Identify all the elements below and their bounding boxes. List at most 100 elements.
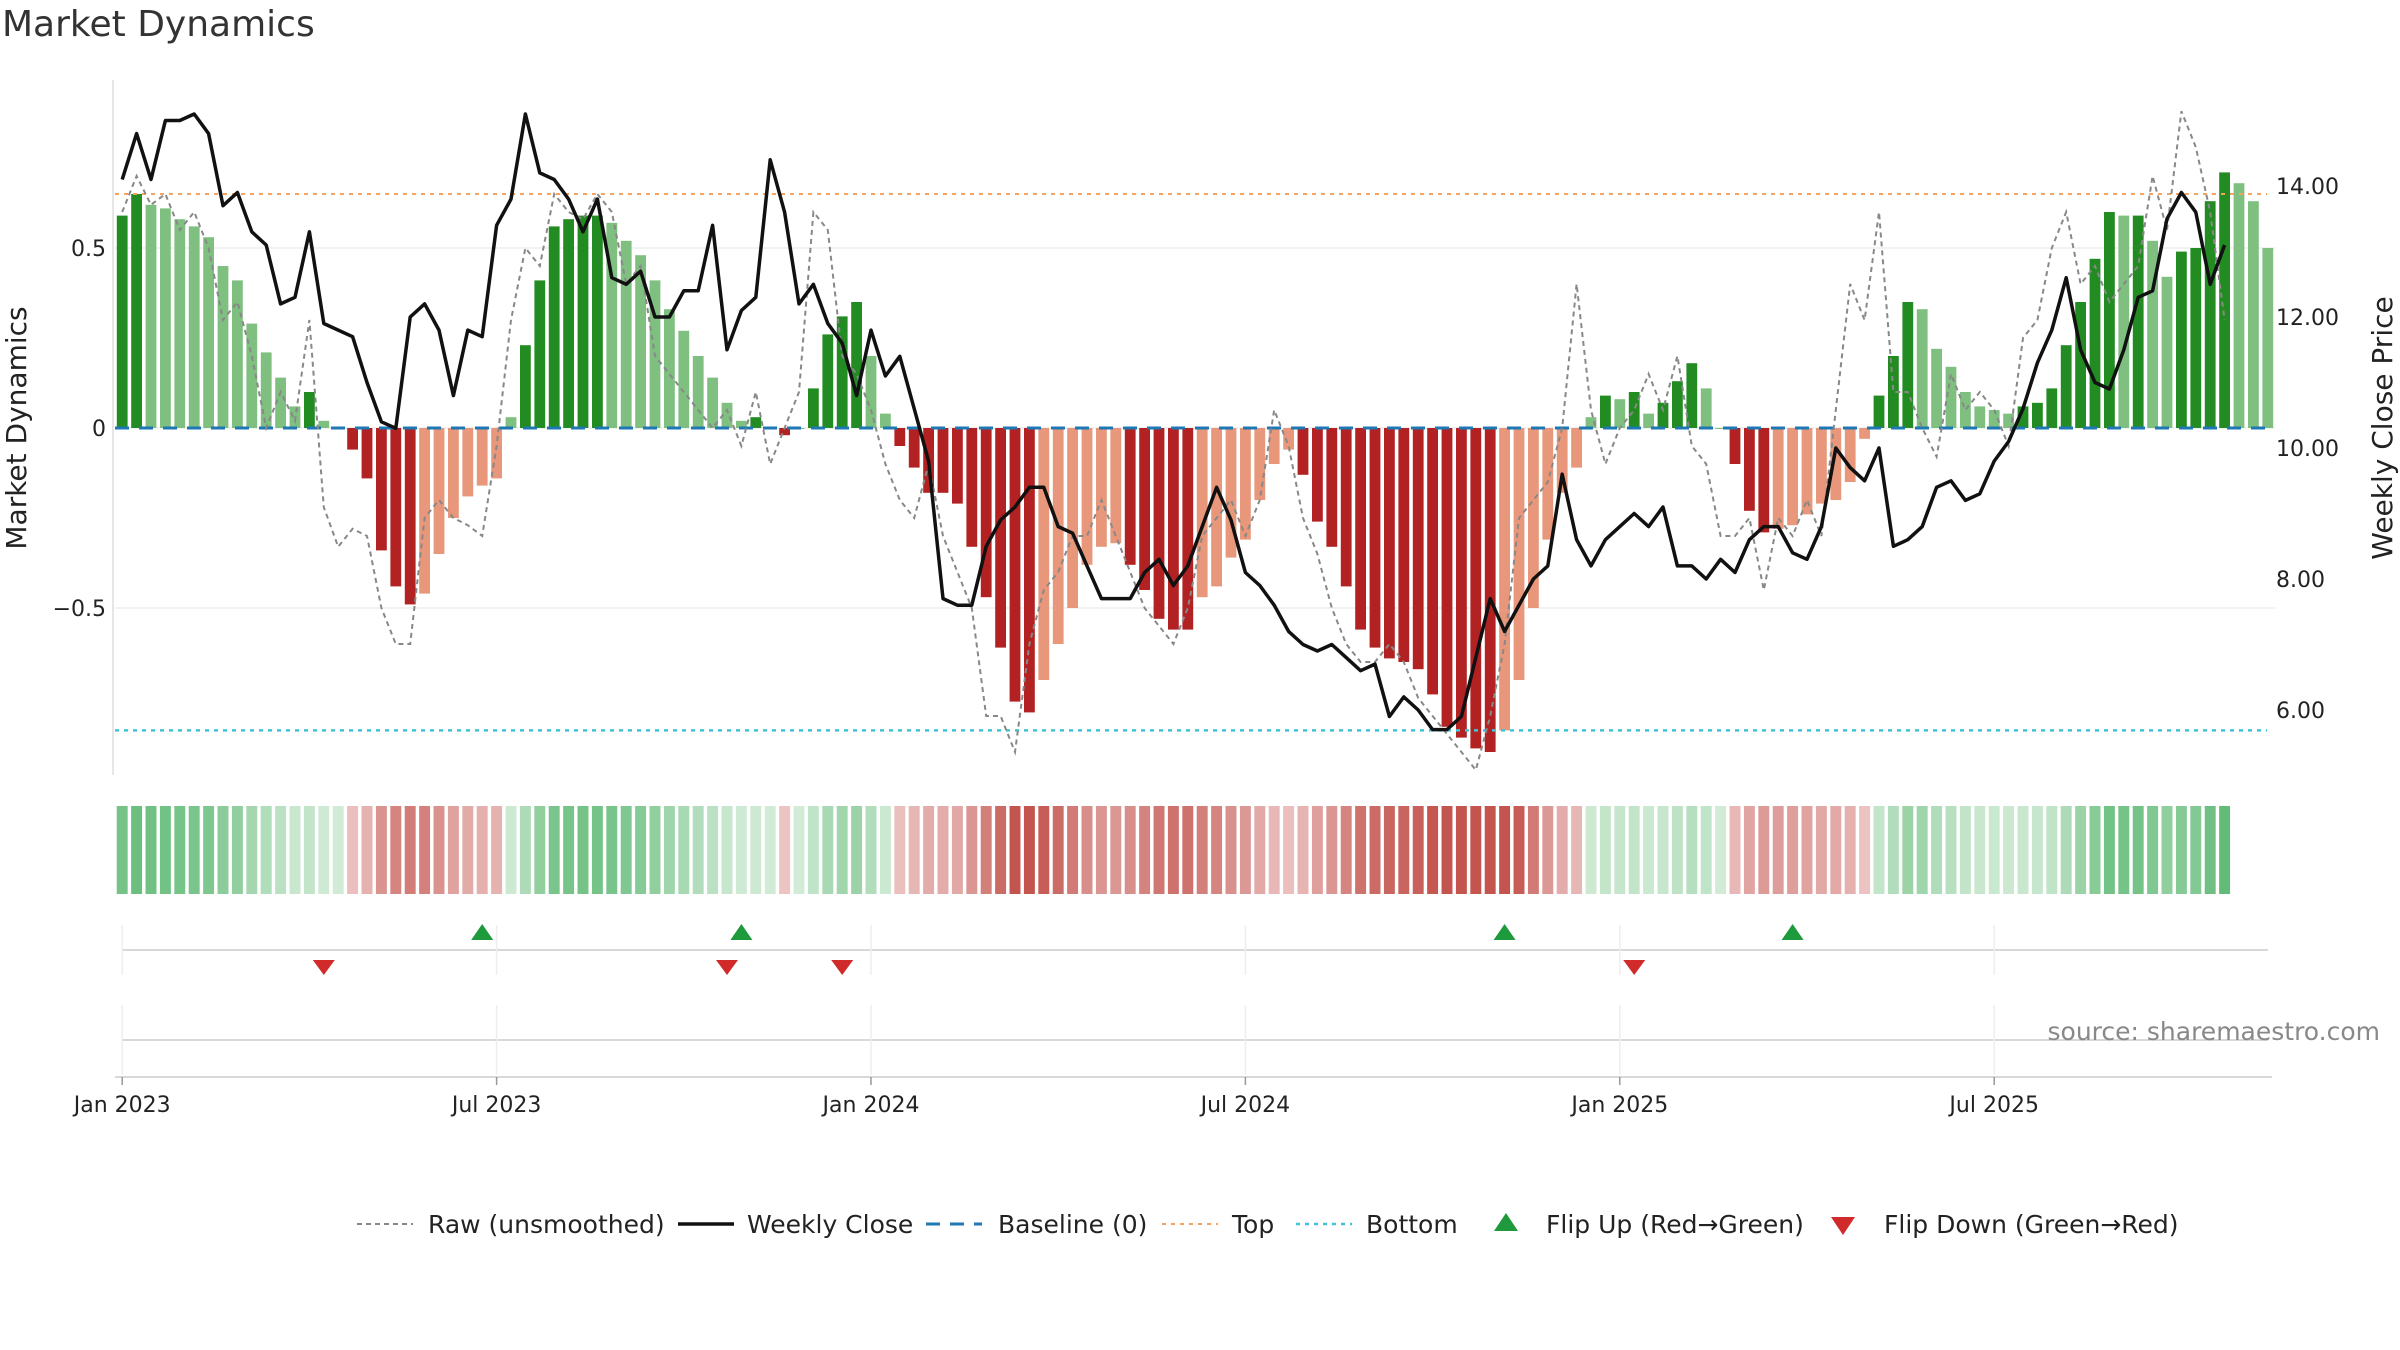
bar bbox=[1787, 428, 1798, 526]
bar bbox=[476, 428, 488, 486]
heat-cell bbox=[1441, 806, 1453, 894]
bar bbox=[1960, 392, 1971, 428]
heat-cell bbox=[1427, 806, 1439, 894]
heat-cell bbox=[822, 806, 834, 894]
heat-cell bbox=[923, 806, 935, 894]
bar bbox=[1297, 428, 1309, 475]
heat-cell bbox=[1585, 806, 1597, 894]
heat-cell bbox=[1009, 806, 1021, 894]
bar bbox=[246, 323, 258, 428]
bar bbox=[1628, 392, 1640, 428]
heat-cell bbox=[2147, 806, 2159, 894]
heat-cell bbox=[303, 806, 315, 894]
heat-cell bbox=[1643, 806, 1655, 894]
heat-cell bbox=[851, 806, 863, 894]
heat-cell bbox=[707, 806, 719, 894]
bar bbox=[433, 428, 445, 554]
x-tick-label: Jan 2023 bbox=[72, 1093, 171, 1118]
heat-cell bbox=[1859, 806, 1871, 894]
heat-cell bbox=[1830, 806, 1842, 894]
flip-up-marker bbox=[1493, 924, 1516, 940]
heat-cell bbox=[865, 806, 877, 894]
heat-cell bbox=[116, 806, 128, 894]
bar bbox=[2262, 248, 2274, 428]
heat-cell bbox=[1268, 806, 1280, 894]
bar bbox=[2060, 345, 2072, 428]
heat-cell bbox=[1700, 806, 1712, 894]
x-tick-label: Jan 2025 bbox=[1569, 1093, 1668, 1118]
bar bbox=[1456, 428, 1467, 738]
left-axis-title: Market Dynamics bbox=[0, 306, 33, 549]
legend-label: Bottom bbox=[1366, 1210, 1458, 1239]
bar bbox=[1312, 428, 1323, 522]
heat-cell bbox=[721, 806, 733, 894]
heat-cell bbox=[779, 806, 791, 894]
bar bbox=[217, 266, 229, 428]
heat-cell bbox=[2103, 806, 2115, 894]
bar bbox=[1412, 428, 1424, 670]
bar bbox=[1326, 428, 1338, 547]
heat-cell bbox=[2003, 806, 2015, 894]
bar bbox=[1974, 406, 1986, 428]
bar bbox=[2003, 413, 2014, 428]
heat-cell bbox=[1326, 806, 1338, 894]
bar bbox=[1369, 428, 1381, 648]
heat-cell bbox=[347, 806, 359, 894]
heat-cell bbox=[2204, 806, 2216, 894]
heat-cell bbox=[2046, 806, 2058, 894]
x-tick-label: Jul 2024 bbox=[1199, 1093, 1291, 1118]
bar bbox=[174, 219, 186, 428]
left-axis-ticks: 0.5 0 −0.5 bbox=[53, 237, 106, 622]
heat-cell bbox=[318, 806, 330, 894]
bar bbox=[419, 428, 430, 594]
bar bbox=[1542, 428, 1554, 540]
x-axis-ticks: Jan 2023 Jul 2023 Jan 2024 Jul 2024 Jan 2025… bbox=[72, 925, 2039, 1118]
bar bbox=[2118, 215, 2130, 428]
bar bbox=[1384, 428, 1395, 659]
bar bbox=[1758, 428, 1770, 533]
heat-cell bbox=[2132, 806, 2144, 894]
heat-cell bbox=[1239, 806, 1251, 894]
bar bbox=[1873, 395, 1885, 428]
heat-strip bbox=[116, 806, 2231, 894]
bar bbox=[188, 226, 200, 428]
flip-down-marker bbox=[831, 960, 854, 975]
bar bbox=[2075, 302, 2086, 428]
heat-cell bbox=[505, 806, 517, 894]
heat-cell bbox=[246, 806, 258, 894]
heat-cell bbox=[332, 806, 344, 894]
bar bbox=[1470, 428, 1482, 749]
bar bbox=[1052, 428, 1064, 644]
heat-cell bbox=[1614, 806, 1626, 894]
bar bbox=[376, 428, 387, 551]
heat-cell bbox=[447, 806, 459, 894]
right-tick-label: 10.00 bbox=[2276, 437, 2339, 462]
bar bbox=[937, 428, 949, 493]
bar bbox=[1211, 428, 1222, 587]
bar bbox=[361, 428, 373, 479]
bar bbox=[448, 428, 459, 518]
bar bbox=[2032, 402, 2043, 428]
bar bbox=[1888, 356, 1899, 428]
left-tick-label: −0.5 bbox=[53, 597, 106, 622]
heat-cell bbox=[1023, 806, 1035, 894]
heat-cell bbox=[995, 806, 1007, 894]
heat-cell bbox=[1167, 806, 1179, 894]
heat-cell bbox=[836, 806, 848, 894]
bar bbox=[836, 316, 848, 428]
bar bbox=[1081, 428, 1093, 565]
bar bbox=[1916, 309, 1928, 428]
bar bbox=[1024, 428, 1035, 713]
flip-up-marker bbox=[1781, 924, 1804, 940]
bar bbox=[678, 330, 690, 428]
bar bbox=[1283, 428, 1294, 450]
heat-cell bbox=[289, 806, 301, 894]
bar bbox=[779, 428, 790, 436]
heat-cell bbox=[1542, 806, 1554, 894]
heat-cell bbox=[1686, 806, 1698, 894]
bar bbox=[131, 194, 142, 428]
bar bbox=[2089, 258, 2101, 428]
flip-down-marker bbox=[716, 960, 738, 975]
heat-cell bbox=[764, 806, 776, 894]
